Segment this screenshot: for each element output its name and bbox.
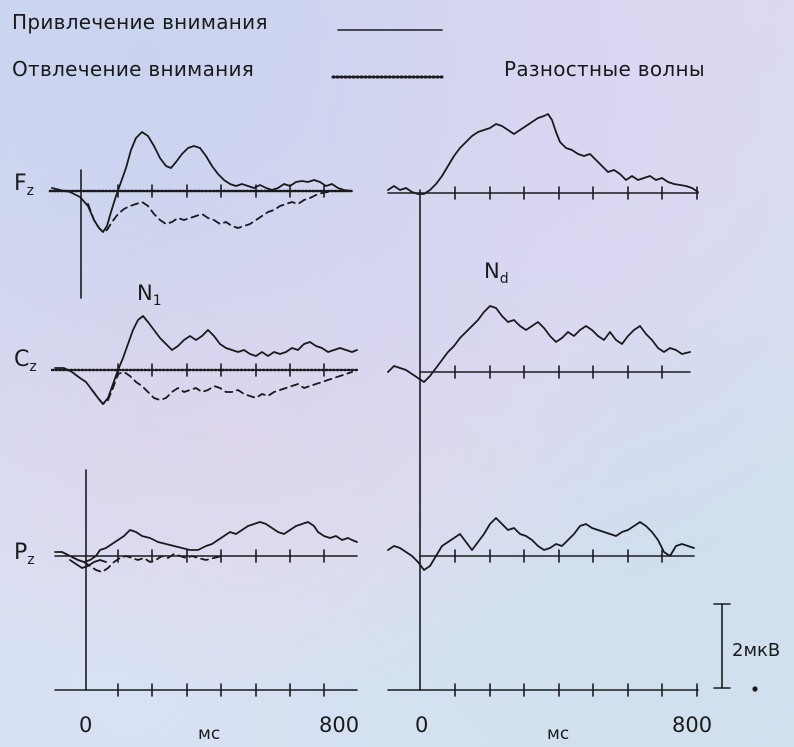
pz-attention-wave-tail (69, 559, 107, 569)
channel-label-pz: Pz (14, 540, 35, 568)
fz-attention-wave (51, 131, 353, 233)
pz-distraction-wave (61, 551, 223, 573)
channel-label-fz: Fz (14, 171, 35, 199)
right-axis-unit-label: мс (547, 724, 570, 744)
scale-dot (752, 686, 758, 692)
legend-attention-label: Привлечение внимания (12, 10, 268, 34)
fz-right-ticks (454, 186, 698, 200)
legend-distraction-label: Отвлечение внимания (12, 57, 255, 81)
cz-difference-wave (387, 305, 691, 383)
cz-attention-wave (54, 315, 358, 405)
right-axis-end-label: 800 (672, 713, 713, 737)
cz-right-ticks (454, 365, 663, 379)
peak-label-n1: N1 (137, 281, 162, 309)
left-axis-unit-label: мс (198, 724, 221, 744)
right-axis-ticks (454, 683, 698, 697)
left-axis-ticks (117, 683, 325, 697)
channel-label-cz: Cz (14, 347, 37, 375)
left-axis-start-label: 0 (79, 713, 93, 737)
left-axis-end-label: 800 (319, 713, 360, 737)
pz-right-ticks (454, 549, 663, 563)
fz-distraction-wave (87, 191, 329, 233)
pz-attention-wave (54, 521, 358, 563)
right-axis-start-label: 0 (415, 713, 429, 737)
difference-waves-title: Разностные волны (504, 57, 705, 81)
scale-bar (713, 603, 731, 689)
scale-bar-label: 2мкВ (732, 640, 781, 661)
fz-difference-wave (387, 113, 699, 195)
pz-difference-wave (387, 517, 695, 571)
cz-distraction-wave (91, 371, 353, 405)
fz-left-ticks (117, 184, 325, 198)
peak-label-nd: Nd (484, 259, 509, 287)
